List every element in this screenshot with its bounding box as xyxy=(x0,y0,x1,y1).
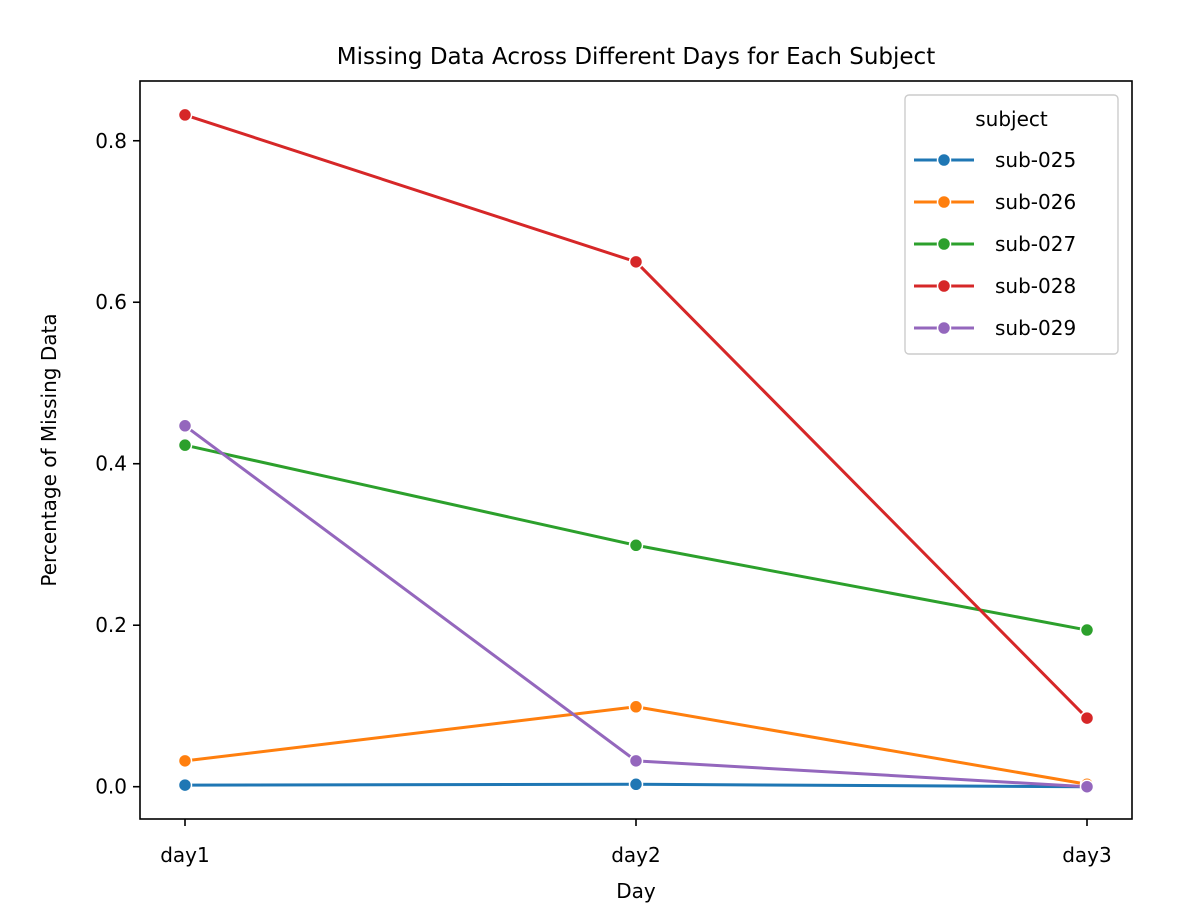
data-point-sub-029 xyxy=(1079,779,1095,794)
legend-label: sub-028 xyxy=(995,274,1076,298)
chart-title: Missing Data Across Different Days for E… xyxy=(337,44,935,70)
data-point-sub-028 xyxy=(1079,710,1095,726)
data-point-sub-028 xyxy=(628,254,644,270)
legend-entries: sub-025 sub-026 sub-027 sub-028 sub-029 xyxy=(914,148,1076,340)
legend-swatch-marker xyxy=(936,236,952,252)
data-point-sub-027 xyxy=(1079,622,1095,638)
data-point-sub-027 xyxy=(177,437,193,453)
legend-swatch-marker xyxy=(936,194,952,210)
data-point-sub-025 xyxy=(177,777,193,793)
legend-swatch-marker xyxy=(936,278,952,294)
legend-swatch-marker xyxy=(936,320,952,336)
legend-label: sub-027 xyxy=(995,232,1076,256)
x-axis-label: Day xyxy=(616,879,656,903)
legend: subject sub-025sub-026sub-027sub-028sub-… xyxy=(904,94,1119,355)
x-tick-label: day3 xyxy=(1062,843,1112,867)
legend-title: subject xyxy=(975,107,1048,131)
y-tick-label: 0.4 xyxy=(95,452,127,476)
data-point-sub-027 xyxy=(628,538,644,553)
plot-area xyxy=(139,80,1133,820)
series-layer xyxy=(177,107,1095,794)
y-tick-label: 0.8 xyxy=(95,129,127,153)
data-point-sub-026 xyxy=(177,753,193,769)
x-axis: day1 day2 day3 xyxy=(160,819,1112,867)
x-tick-label: day2 xyxy=(611,843,661,867)
y-tick-label: 0.0 xyxy=(95,775,127,799)
data-point-sub-029 xyxy=(628,753,644,769)
legend-label: sub-026 xyxy=(995,190,1076,214)
y-axis-label: Percentage of Missing Data xyxy=(37,313,61,586)
x-tick-label: day1 xyxy=(160,843,210,867)
data-point-sub-025 xyxy=(628,777,644,792)
data-point-sub-026 xyxy=(628,699,644,715)
y-tick-label: 0.6 xyxy=(95,290,127,314)
legend-swatch-marker xyxy=(936,152,952,168)
legend-label: sub-029 xyxy=(995,316,1076,340)
data-point-sub-029 xyxy=(177,418,193,434)
data-point-sub-028 xyxy=(177,107,193,123)
y-tick-label: 0.2 xyxy=(95,613,127,637)
legend-label: sub-025 xyxy=(995,148,1076,172)
y-axis: 0.0 0.2 0.4 0.6 0.8 xyxy=(95,129,140,799)
